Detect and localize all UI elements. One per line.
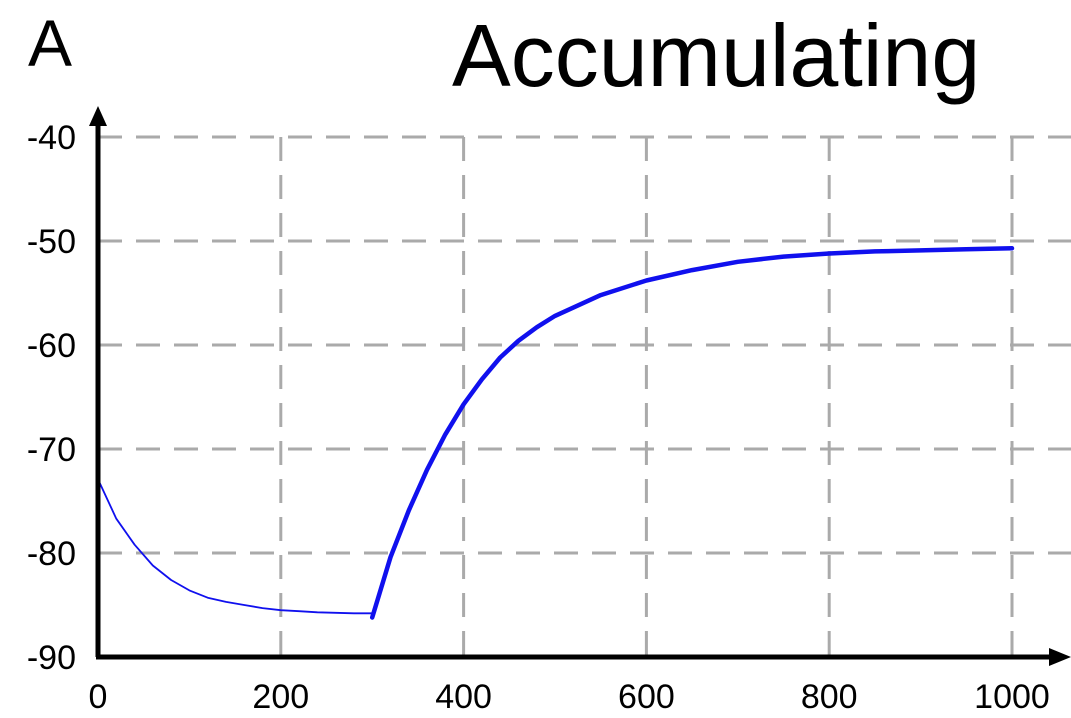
series-line-2 — [369, 246, 1015, 620]
x-tick-label: 800 — [801, 678, 858, 716]
series-group — [97, 246, 1015, 620]
panel-label: A — [28, 6, 72, 80]
x-axis-arrow — [1049, 648, 1071, 666]
grid — [98, 135, 1071, 657]
y-tick-label: -60 — [27, 327, 76, 365]
x-tick-label: 400 — [435, 678, 492, 716]
tick-labels: -40 -50 -60 -70 -80 -90 0 200 400 600 800 1000 — [27, 119, 1050, 716]
y-tick-label: -50 — [27, 223, 76, 261]
y-axis-arrow — [89, 106, 107, 126]
y-tick-label: -80 — [27, 535, 76, 573]
series-line-1 — [97, 478, 374, 615]
x-tick-label: 0 — [89, 678, 108, 716]
y-tick-label: -40 — [27, 119, 76, 157]
chart-title: Accumulating — [452, 6, 980, 105]
x-tick-label: 1000 — [974, 678, 1050, 716]
axes — [89, 106, 1071, 666]
y-tick-label: -90 — [27, 639, 76, 677]
x-tick-label: 600 — [618, 678, 675, 716]
x-tick-label: 200 — [252, 678, 309, 716]
y-tick-label: -70 — [27, 431, 76, 469]
